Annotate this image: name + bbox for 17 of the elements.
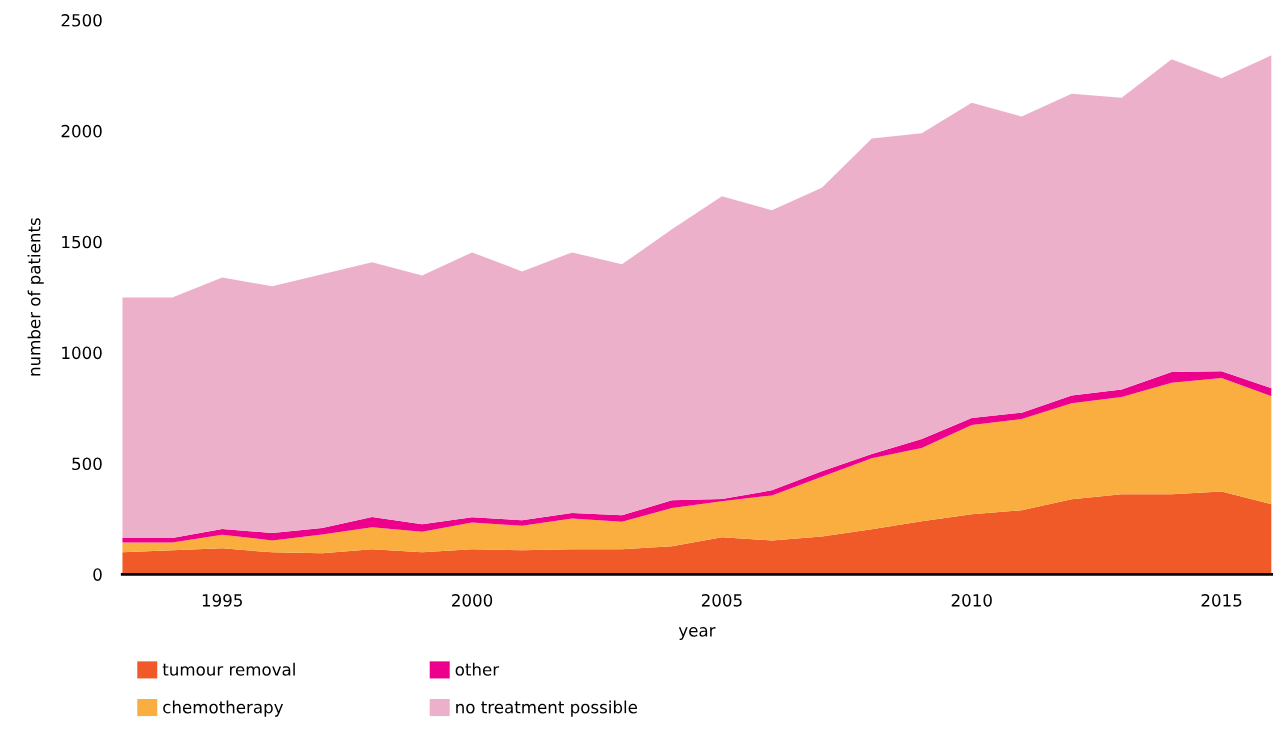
y-tick-label: 2000 [61, 124, 102, 138]
y-tick-label: 500 [72, 457, 102, 471]
legend-label: no treatment possible [456, 700, 638, 717]
legend-label: other [455, 662, 500, 676]
x-tick-label: 2015 [1201, 594, 1242, 607]
x-axis-title: year [678, 627, 716, 640]
y-tick-label: 0 [93, 568, 102, 581]
x-tick-label: 2000 [452, 594, 493, 607]
y-tick-label: 2500 [61, 14, 102, 27]
y-tick-label: 1500 [62, 235, 102, 249]
x-tick-label: 2005 [701, 594, 742, 607]
y-axis-title: number of patients [27, 218, 44, 376]
legend-label: tumour removal [162, 662, 295, 676]
x-tick-label: 1995 [202, 594, 242, 607]
x-tick-label: 2010 [951, 594, 992, 607]
y-tick-label: 1000 [62, 346, 102, 360]
legend-label: chemotherapy [163, 700, 284, 717]
